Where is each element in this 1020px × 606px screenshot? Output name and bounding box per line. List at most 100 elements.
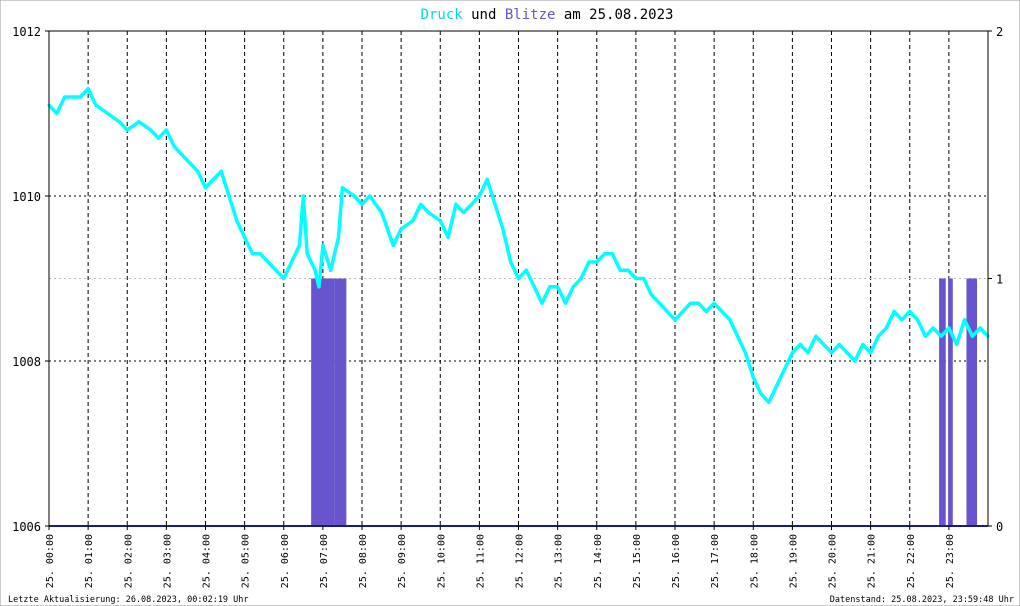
pressure-point — [908, 309, 912, 314]
pressure-point — [266, 260, 270, 264]
pressure-point — [884, 326, 888, 330]
pressure-point — [313, 268, 317, 272]
pressure-point — [94, 103, 98, 107]
pressure-point — [657, 301, 661, 305]
pressure-point — [78, 95, 82, 99]
pressure-point — [759, 392, 763, 396]
pressure-point — [485, 177, 489, 182]
pressure-point — [301, 194, 305, 198]
pressure-point — [532, 285, 536, 289]
pressure-point — [125, 128, 129, 132]
pressure-point — [751, 375, 755, 380]
pressure-point — [712, 301, 716, 305]
pressure-point — [172, 144, 176, 149]
pressure-point — [642, 276, 646, 281]
pressure-point — [681, 309, 685, 314]
pressure-point — [822, 342, 826, 347]
pressure-point — [587, 260, 591, 264]
pressure-point — [149, 128, 153, 132]
pressure-point — [704, 309, 708, 314]
pressure-point — [250, 252, 255, 256]
x-tick-label: 25. 12:00 — [515, 534, 526, 588]
x-tick-label: 25. 23:00 — [945, 534, 956, 588]
pressure-point — [767, 400, 771, 404]
pressure-point — [689, 301, 693, 305]
pressure-point — [360, 202, 364, 206]
pressure-point — [579, 276, 583, 281]
pressure-point — [274, 268, 278, 272]
x-tick-label: 25. 00:00 — [45, 534, 56, 588]
pressure-point — [618, 268, 622, 272]
pressure-point — [806, 351, 810, 355]
pressure-point — [915, 318, 920, 322]
pressure-point — [829, 351, 834, 355]
lightning-bar — [966, 278, 978, 526]
pressure-point — [720, 309, 724, 314]
pressure-point — [297, 243, 301, 248]
pressure-point — [876, 334, 881, 338]
pressure-point — [540, 301, 544, 305]
pressure-point — [411, 219, 415, 223]
x-tick-label: 25. 21:00 — [867, 534, 878, 588]
pressure-point — [63, 95, 67, 99]
pressure-point — [602, 252, 607, 256]
pressure-point — [70, 95, 75, 99]
lightning-bar — [334, 278, 347, 526]
pressure-point — [477, 194, 481, 198]
x-axis: 25. 00:00 25. 01:00 25. 02:00 25. 03:00 25. … — [45, 526, 956, 588]
pressure-point — [845, 351, 849, 355]
pressure-point — [923, 334, 928, 338]
pressure-point — [837, 342, 841, 347]
pressure-point — [156, 136, 161, 140]
pressure-point — [340, 186, 345, 190]
pressure-point — [665, 309, 669, 314]
pressure-point — [798, 342, 802, 347]
x-tick-label: 25. 16:00 — [671, 534, 682, 588]
x-tick-label: 25. 02:00 — [123, 534, 134, 588]
x-tick-label: 25. 17:00 — [710, 534, 721, 588]
pressure-point — [419, 202, 423, 206]
pressure-point — [775, 384, 779, 388]
pressure-point — [728, 318, 732, 322]
pressure-point — [743, 351, 748, 355]
pressure-point — [736, 334, 740, 338]
pressure-point — [673, 318, 677, 322]
pressure-point — [321, 243, 325, 248]
pressure-point — [970, 334, 974, 338]
pressure-point — [352, 194, 356, 198]
footer-last-update: Letzte Aktualisierung: 26.08.2023, 00:02… — [8, 595, 249, 605]
pressure-point — [509, 260, 513, 264]
x-tick-label: 25. 10:00 — [436, 534, 447, 588]
x-tick-label: 25. 05:00 — [241, 534, 252, 588]
title-blitze: Blitze — [505, 7, 556, 23]
y-left-tick-label: 1012 — [12, 25, 41, 39]
title-und: und — [463, 7, 505, 23]
pressure-point — [164, 128, 168, 132]
pressure-point — [227, 194, 231, 198]
pressure-point — [55, 111, 59, 116]
pressure-series — [47, 87, 990, 405]
pressure-point — [814, 334, 818, 338]
x-tick-label: 25. 08:00 — [358, 534, 369, 588]
pressure-point — [782, 367, 787, 371]
pressure-point — [336, 235, 341, 239]
pressure-point — [203, 186, 208, 190]
title-date: am 25.08.2023 — [555, 7, 673, 23]
y-axis-right: 0 1 2 — [988, 25, 1003, 534]
pressure-point — [196, 169, 200, 173]
pressure-point — [900, 318, 904, 322]
pressure-point — [188, 161, 192, 165]
y-axis-left: 1006 1008 1010 1012 — [12, 25, 49, 534]
lightning-bars — [311, 278, 978, 526]
title-druck: Druck — [421, 7, 464, 23]
pressure-point — [892, 309, 896, 314]
pressure-point — [117, 120, 122, 124]
x-tick-label: 25. 19:00 — [788, 534, 799, 588]
x-tick-label: 25. 07:00 — [319, 534, 330, 588]
pressure-point — [180, 153, 184, 157]
pressure-point — [571, 285, 575, 289]
y-left-tick-label: 1008 — [12, 355, 41, 369]
pressure-point — [86, 87, 90, 91]
pressure-point — [438, 219, 442, 223]
